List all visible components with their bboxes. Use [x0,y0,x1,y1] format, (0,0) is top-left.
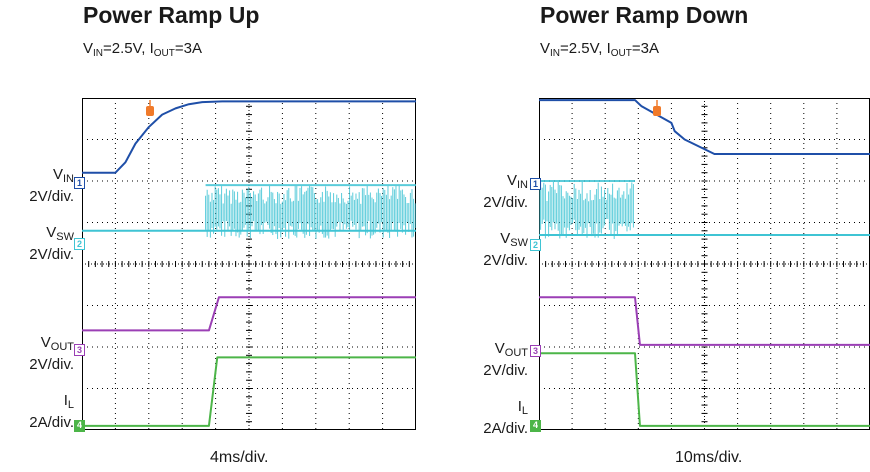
chart-power-ramp-down: Power Ramp Down VIN=2.5V, IOUT=3A VIN 2V/… [435,0,870,472]
label-vin: VIN 2V/div. [29,166,74,205]
label-vout: VOUT 2V/div. [483,340,528,379]
channel-2-marker: 2 [74,238,85,250]
timebase-label: 10ms/div. [675,449,743,466]
chart-subtitle: VIN=2.5V, IOUT=3A [83,40,202,59]
chart-title: Power Ramp Up [83,2,260,28]
scope-plot [82,98,416,430]
label-vin: VIN 2V/div. [483,172,528,211]
trace-channel-4 [82,356,416,427]
scope-screen [539,98,870,430]
trigger-marker-icon [653,100,661,116]
timebase-label: 4ms/div. [210,449,269,466]
trace-channel-4 [539,352,870,427]
label-il: IL 2A/div. [483,398,528,437]
channel-1-marker: 1 [530,178,541,190]
channel-2-marker: 2 [530,239,541,251]
chart-power-ramp-up: Power Ramp Up VIN=2.5V, IOUT=3A VIN 2V/di… [29,2,416,466]
label-il: IL 2A/div. [29,392,74,431]
channel-1-marker: 1 [74,177,85,189]
scope-screen [82,98,416,430]
switching-band [539,180,635,239]
scope-plot [539,98,870,430]
label-vout: VOUT 2V/div. [29,334,74,373]
channel-3-marker: 3 [530,345,541,357]
trigger-marker-icon [146,100,154,116]
channel-3-marker: 3 [74,344,85,356]
trace-channel-1 [539,99,870,156]
chart-subtitle: VIN=2.5V, IOUT=3A [540,40,659,59]
channel-4-marker: 4 [74,420,85,432]
trace-channel-3 [82,296,416,332]
chart-title: Power Ramp Down [540,2,749,28]
channel-4-marker: 4 [530,420,541,432]
label-vsw: VSW 2V/div. [483,230,528,269]
trace-channel-1 [82,100,416,174]
trace-channel-3 [539,296,870,346]
label-vsw: VSW 2V/div. [29,224,74,263]
